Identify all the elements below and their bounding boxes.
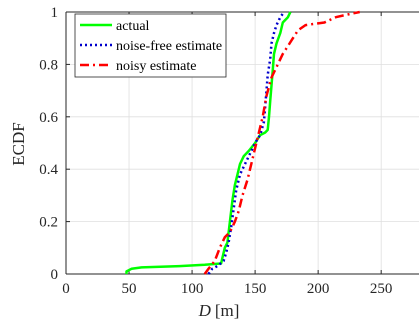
- legend-label-noise-free: noise-free estimate: [116, 39, 222, 54]
- axes: [65, 11, 419, 275]
- series-line-actual: [125, 11, 292, 274]
- y-tick-label-0: 0: [51, 267, 59, 283]
- x-tick-label-5: 250: [370, 281, 393, 297]
- y-axis-label: ECDF: [9, 122, 28, 165]
- y-tick-label-5: 1: [51, 5, 59, 21]
- x-tick-label-4: 200: [307, 281, 330, 297]
- x-tick-label-3: 150: [244, 281, 267, 297]
- series-lines: [125, 10, 360, 275]
- x-tick-label-1: 50: [122, 281, 137, 297]
- x-axis-label-symbol: D: [198, 301, 212, 320]
- legend-label-noisy: noisy estimate: [116, 59, 197, 74]
- x-tick-label-2: 100: [181, 281, 204, 297]
- tick-labels: 0 50 100 150 200 250 0 0.2 0.4 0.6 0.8 1: [39, 5, 392, 297]
- x-axis-label-unit: [m]: [215, 301, 240, 320]
- legend: actual noise-free estimate noisy estimat…: [74, 13, 227, 78]
- y-tick-label-4: 0.8: [39, 57, 58, 73]
- x-tick-label-0: 0: [62, 281, 70, 297]
- y-tick-label-3: 0.6: [39, 110, 58, 126]
- y-tick-label-1: 0.2: [39, 215, 58, 231]
- x-axis-label: D [m]: [198, 301, 240, 320]
- series-line-noisy-estimate: [203, 10, 360, 275]
- legend-label-actual: actual: [116, 19, 150, 34]
- y-tick-label-2: 0.4: [39, 162, 58, 178]
